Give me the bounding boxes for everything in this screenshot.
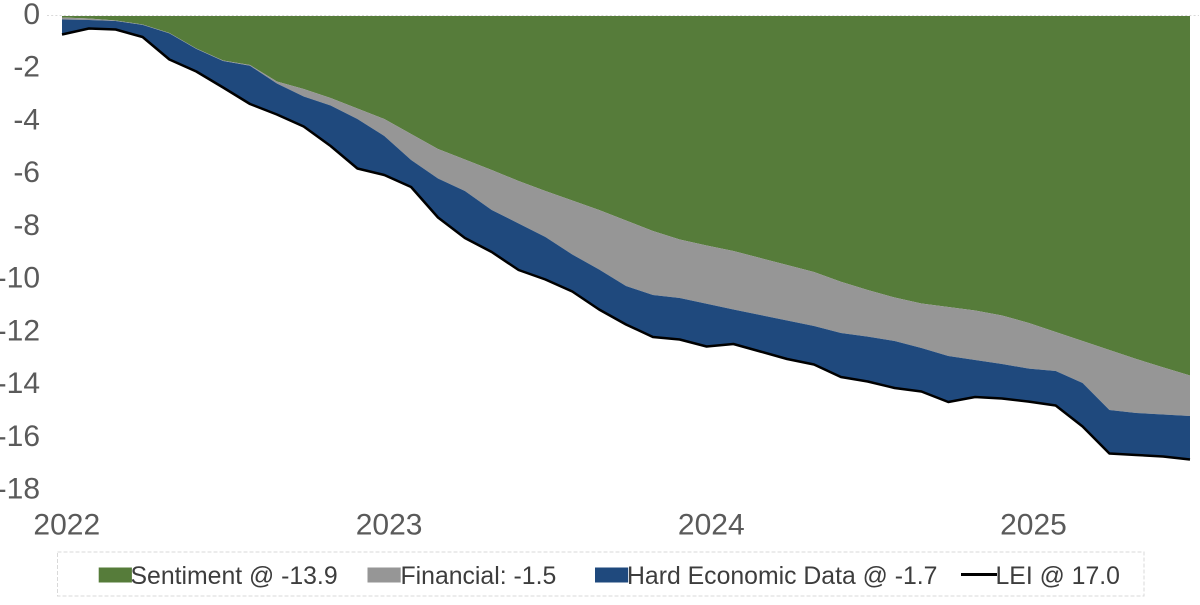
svg-text:2022: 2022: [33, 509, 100, 542]
svg-text:2024: 2024: [678, 509, 745, 542]
svg-text:2025: 2025: [1000, 509, 1067, 542]
svg-text:-6: -6: [13, 156, 40, 189]
svg-text:-14: -14: [0, 367, 40, 400]
svg-text:LEI @ 17.0: LEI @ 17.0: [996, 563, 1120, 590]
svg-text:-8: -8: [13, 209, 40, 242]
svg-text:-10: -10: [0, 262, 40, 295]
svg-text:2023: 2023: [356, 509, 423, 542]
svg-text:-2: -2: [13, 51, 40, 84]
svg-text:Financial: -1.5: Financial: -1.5: [401, 563, 557, 590]
svg-text:-18: -18: [0, 473, 40, 506]
svg-text:-12: -12: [0, 314, 40, 347]
svg-text:0: 0: [23, 0, 40, 31]
svg-text:-16: -16: [0, 420, 40, 453]
svg-text:Hard Economic Data @ -1.7: Hard Economic Data @ -1.7: [627, 563, 937, 590]
svg-text:Sentiment @ -13.9: Sentiment @ -13.9: [131, 563, 338, 590]
svg-text:-4: -4: [13, 103, 40, 136]
